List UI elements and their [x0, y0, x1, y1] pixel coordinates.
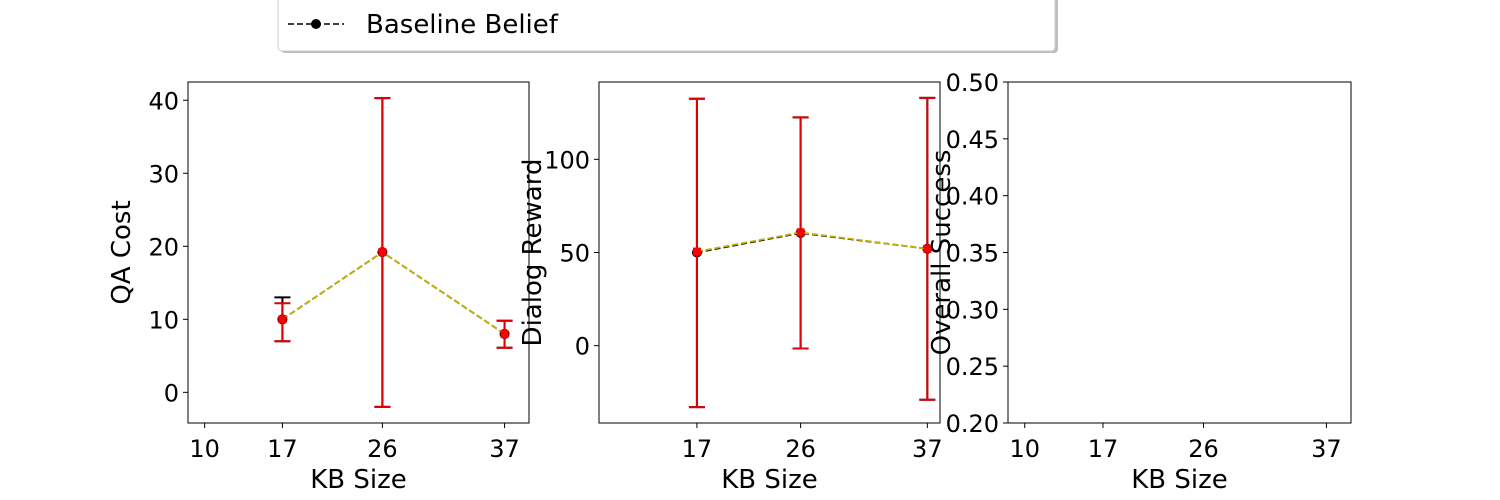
y-axis-label: Dialog Reward [518, 159, 548, 347]
x-tick-label: 17 [1088, 435, 1119, 463]
series-line [696, 231, 928, 253]
data-point [923, 244, 932, 253]
x-axis-label: KB Size [1131, 465, 1228, 495]
data-point [796, 228, 805, 237]
y-tick-label: 50 [559, 240, 590, 268]
legend-marker-sample [311, 19, 321, 29]
series-baseline-belief [688, 96, 936, 409]
y-tick-label: 0.40 [946, 183, 999, 211]
y-tick-label: 0.30 [946, 296, 999, 324]
x-tick-label: 26 [785, 435, 816, 463]
series-line [281, 251, 506, 335]
x-tick-label: 26 [1188, 435, 1219, 463]
y-tick-label: 0.25 [946, 353, 999, 381]
y-tick-label: 0.35 [946, 240, 999, 268]
series-overlay [688, 96, 936, 409]
data-point [378, 248, 387, 257]
x-axis-label: KB Size [310, 465, 407, 495]
series-overlay [274, 97, 513, 408]
data-point [278, 315, 287, 324]
y-tick-label: 20 [148, 233, 179, 261]
y-tick-label: 30 [148, 160, 179, 188]
plot-frame [187, 81, 530, 424]
chart-panel-1: 10 17 26 37 0 10 20 30 40 KB Size QA Cost [107, 81, 530, 495]
x-tick-label: 26 [367, 435, 398, 463]
series-baseline-belief [274, 97, 513, 408]
y-tick-label: 0 [575, 333, 590, 361]
x-tick-label: 10 [189, 435, 220, 463]
y-tick-label: 0.50 [946, 69, 999, 97]
series-line [281, 251, 506, 335]
x-tick-label: 17 [682, 435, 713, 463]
data-point [692, 247, 701, 256]
y-tick-label: 0.20 [946, 410, 999, 438]
y-tick-label: 100 [544, 146, 590, 174]
y-axis-label: Overall Success [927, 150, 957, 356]
y-tick-label: 0.45 [946, 126, 999, 154]
chart-panel-2: 17 26 37 0 50 100 KB Size Dialog Reward [518, 81, 943, 495]
plot-frame [1007, 81, 1352, 424]
series-line [696, 232, 928, 254]
x-axis-label: KB Size [721, 465, 818, 495]
x-tick-label: 37 [912, 435, 943, 463]
chart-panel-3: 10 17 26 37 0.20 0.25 0.30 0.35 0.40 0.45 0.50 KB S… [927, 69, 1352, 495]
y-tick-label: 10 [148, 306, 179, 334]
x-tick-label: 37 [489, 435, 520, 463]
legend: Baseline Belief [277, 0, 1058, 53]
plot-frame [598, 81, 941, 424]
y-tick-label: 0 [164, 379, 179, 407]
x-tick-label: 17 [267, 435, 298, 463]
y-tick-label: 40 [148, 87, 179, 115]
x-tick-label: 37 [1311, 435, 1342, 463]
y-axis-label: QA Cost [107, 200, 137, 304]
legend-frame [277, 0, 1056, 52]
data-point [500, 329, 509, 338]
legend-label: Baseline Belief [366, 10, 559, 40]
x-tick-label: 10 [1009, 435, 1040, 463]
